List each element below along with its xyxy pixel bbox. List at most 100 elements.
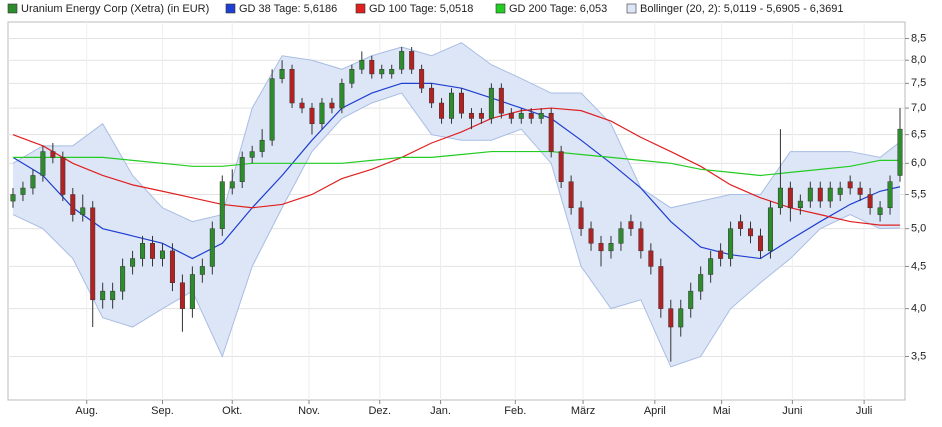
candle-body: [598, 243, 604, 252]
moving-average: [12, 107, 901, 226]
candle-body: [269, 78, 275, 141]
candle-body: [80, 207, 86, 215]
candle-body: [289, 69, 295, 104]
candle-body: [110, 290, 116, 301]
candle-body: [359, 59, 365, 70]
candle-body: [159, 250, 165, 259]
x-tick-label: April: [644, 405, 666, 417]
candle-body: [648, 250, 654, 267]
candle-body: [718, 250, 724, 259]
candle-body: [518, 112, 524, 119]
bollinger-lower: [12, 92, 901, 368]
candle-body: [528, 112, 534, 119]
bollinger-band: [12, 42, 901, 367]
legend-swatch: [7, 3, 18, 14]
candle-body: [698, 274, 704, 292]
legend-label: GD 200 Tage: 6,053: [509, 3, 607, 15]
candle-body: [349, 69, 355, 84]
candle-body: [299, 102, 305, 109]
x-tick-label: Jan.: [430, 405, 451, 417]
legend-swatch: [495, 3, 506, 14]
candle-body: [837, 187, 843, 195]
y-tick-label: 8,0: [911, 54, 926, 66]
candle-body: [738, 221, 744, 229]
candle-body: [389, 69, 395, 75]
y-tick-label: 3,5: [911, 350, 926, 362]
candle-body: [688, 290, 694, 309]
candle-body: [488, 87, 494, 119]
candle-body: [628, 221, 634, 229]
candle-body: [419, 69, 425, 89]
candle-body: [728, 228, 734, 259]
candle-body: [179, 282, 185, 309]
legend-swatch: [355, 3, 366, 14]
x-tick-label: März: [571, 405, 595, 417]
candle-body: [120, 266, 126, 292]
x-tick-label: Aug.: [75, 405, 98, 417]
candle-body: [757, 235, 763, 252]
candle-body: [100, 290, 106, 301]
x-tick-label: Feb.: [504, 405, 526, 417]
candle-body: [797, 200, 803, 209]
candle-body: [458, 92, 464, 114]
candle-body: [40, 151, 46, 176]
x-tick-label: Okt.: [222, 405, 242, 417]
candle-body: [678, 308, 684, 328]
y-tick-label: 7,5: [911, 77, 926, 89]
candle-body: [229, 181, 235, 189]
y-tick-label: 8,5: [911, 32, 926, 44]
candle-body: [618, 228, 624, 244]
candle-body: [867, 194, 873, 209]
y-tick-label: 4,5: [911, 260, 926, 272]
candle-body: [140, 243, 146, 259]
candle-body: [249, 151, 255, 158]
x-tick-label: Nov.: [298, 405, 320, 417]
candle-body: [548, 112, 554, 152]
candle-body: [558, 151, 564, 182]
candle-body: [807, 187, 813, 202]
candle-body: [847, 181, 853, 189]
candle-body: [219, 181, 225, 229]
candle-body: [568, 181, 574, 209]
candle-body: [209, 228, 215, 267]
legend-label: Uranium Energy Corp (Xetra) (in EUR): [21, 3, 209, 15]
candle-body: [379, 69, 385, 75]
candle-body: [508, 112, 514, 119]
candle-body: [319, 102, 325, 125]
candle-body: [658, 266, 664, 309]
candle-body: [329, 102, 335, 109]
candle-body: [578, 207, 584, 229]
y-tick-label: 5,0: [911, 223, 926, 235]
candle-body: [309, 107, 315, 125]
candle-body: [50, 151, 56, 158]
candle-body: [478, 112, 484, 119]
candle-body: [468, 112, 474, 119]
candle-body: [857, 187, 863, 195]
x-tick-label: Juni: [782, 405, 802, 417]
candle-body: [409, 51, 415, 70]
candle-body: [897, 128, 903, 176]
candle-body: [30, 175, 36, 189]
candle-body: [369, 59, 375, 75]
moving-average: [12, 150, 901, 177]
candle-body: [777, 187, 783, 209]
legend-swatch: [225, 3, 236, 14]
candle-body: [279, 69, 285, 79]
candle-body: [748, 228, 754, 237]
candle-body: [817, 187, 823, 202]
candle-body: [339, 83, 345, 109]
candle-body: [498, 87, 504, 114]
candle-body: [887, 181, 893, 209]
candle-body: [608, 243, 614, 252]
y-tick-label: 6,0: [911, 157, 926, 169]
candle-body: [399, 51, 405, 70]
candle-body: [708, 258, 714, 275]
x-tick-label: Dez.: [368, 405, 391, 417]
candle-body: [259, 139, 265, 152]
candle-body: [787, 187, 793, 209]
candle-body: [90, 207, 96, 301]
candle-body: [429, 87, 435, 104]
x-tick-label: Mai: [713, 405, 731, 417]
candle-body: [877, 207, 883, 215]
